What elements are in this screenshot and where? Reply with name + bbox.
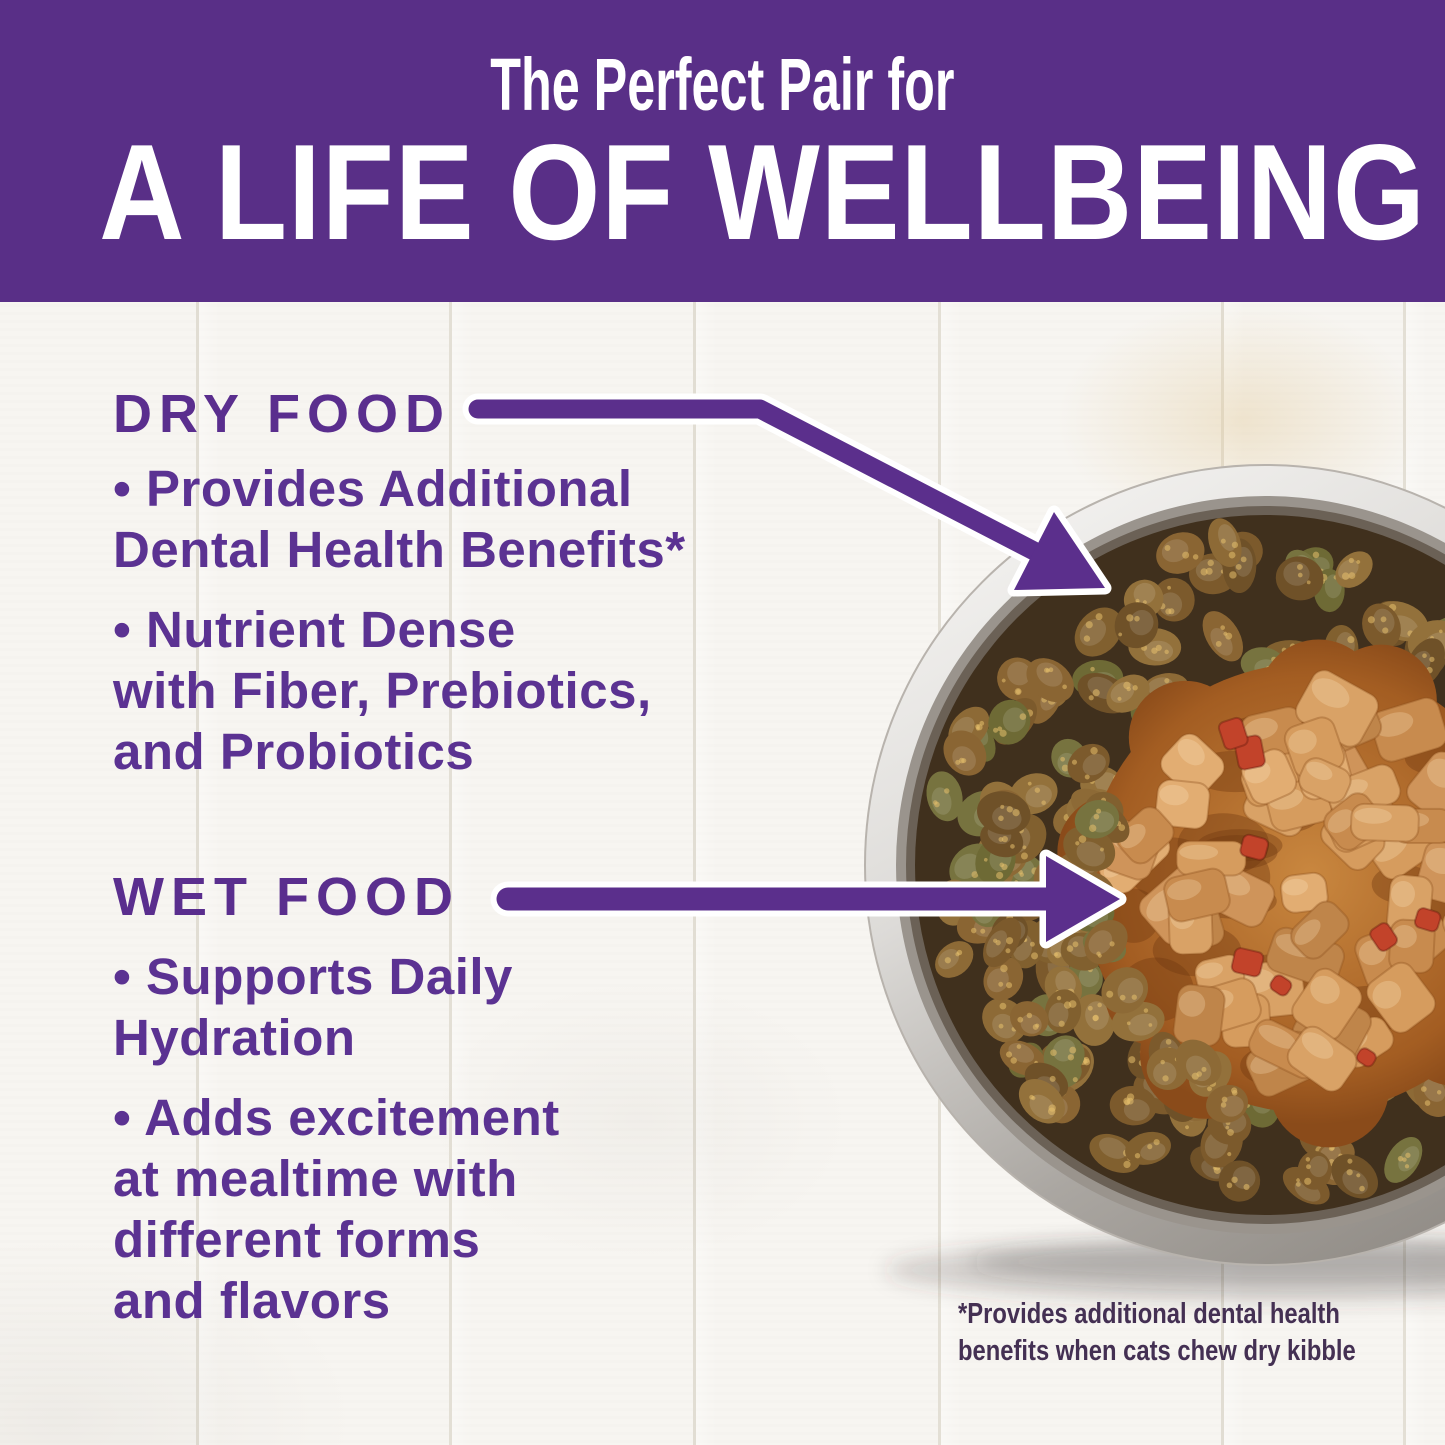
wet-food-bullets: • Supports Daily Hydration • Adds excite… — [113, 946, 560, 1350]
wet-food-heading: WET FOOD — [113, 867, 460, 927]
bullet-item: • Supports Daily Hydration — [113, 946, 560, 1068]
bullet-line: • Nutrient Dense — [113, 601, 516, 658]
dry-food-heading: DRY FOOD — [113, 384, 452, 444]
bullet-line: Dental Health Benefits* — [113, 521, 686, 578]
bullet-item: • Provides Additional Dental Health Bene… — [113, 458, 686, 580]
dry-food-bullets: • Provides Additional Dental Health Bene… — [113, 458, 686, 801]
bullet-item: • Nutrient Dense with Fiber, Prebiotics,… — [113, 599, 686, 782]
food-bowl-photo — [864, 464, 1445, 1302]
header-band: The Perfect Pair for A LIFE OF WELLBEING — [0, 0, 1445, 302]
footnote: *Provides additional dental health benef… — [958, 1296, 1443, 1370]
header-title: A LIFE OF WELLBEING — [99, 116, 1426, 268]
bullet-line: • Provides Additional — [113, 460, 633, 517]
footnote-line: *Provides additional dental health — [958, 1298, 1340, 1330]
bullet-line: different forms — [113, 1211, 481, 1268]
header-eyebrow: The Perfect Pair for — [490, 43, 955, 126]
bullet-line: and flavors — [113, 1272, 391, 1329]
bullet-line: with Fiber, Prebiotics, — [113, 662, 652, 719]
bullet-line: and Probiotics — [113, 723, 475, 780]
bullet-line: • Adds excitement — [113, 1089, 560, 1146]
bullet-line: • Supports Daily — [113, 948, 513, 1005]
bullet-line: Hydration — [113, 1009, 356, 1066]
wet-food-center — [1057, 639, 1445, 1148]
bullet-item: • Adds excitement at mealtime with diffe… — [113, 1087, 560, 1331]
footnote-line: benefits when cats chew dry kibble — [958, 1335, 1356, 1367]
bullet-line: at mealtime with — [113, 1150, 518, 1207]
